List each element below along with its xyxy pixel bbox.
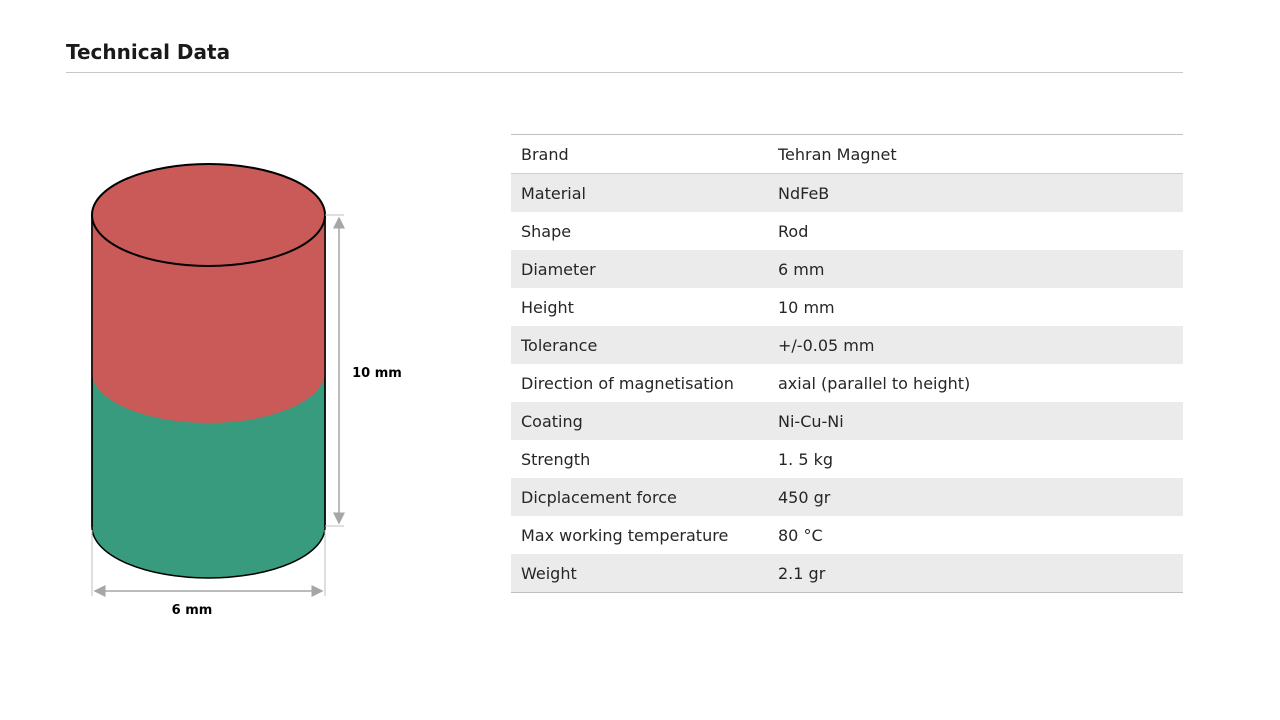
spec-row: Brand Tehran Magnet	[511, 135, 1183, 174]
spec-value: 10 mm	[778, 297, 835, 317]
spec-table: Brand Tehran Magnet Material NdFeB Shape Rod D…	[511, 134, 1183, 593]
spec-label: Tolerance	[521, 335, 598, 355]
spec-value: 6 mm	[778, 259, 825, 279]
spec-label: Diameter	[521, 259, 596, 279]
spec-value: axial (parallel to height)	[778, 373, 971, 393]
spec-label: Material	[521, 183, 586, 203]
spec-label: Brand	[521, 144, 569, 164]
spec-row: Strength 1. 5 kg	[511, 440, 1183, 478]
spec-value: 1. 5 kg	[778, 449, 834, 469]
red-pole	[92, 215, 325, 423]
spec-row: Height 10 mm	[511, 288, 1183, 326]
spec-label: Height	[521, 297, 574, 317]
title: Technical Data	[66, 40, 231, 64]
spec-value: Rod	[778, 221, 809, 241]
spec-row: Weight 2.1 gr	[511, 554, 1183, 593]
spec-label: Strength	[521, 449, 591, 469]
spec-row: Max working temperature 80 °C	[511, 516, 1183, 554]
spec-label: Direction of magnetisation	[521, 373, 734, 393]
spec-value: 2.1 gr	[778, 563, 826, 583]
width-label: 6 mm	[172, 603, 213, 618]
spec-row: Material NdFeB	[511, 173, 1183, 212]
divider	[66, 72, 1183, 73]
spec-row: Shape Rod	[511, 212, 1183, 250]
top-face	[91, 163, 326, 267]
spec-value: Ni-Cu-Ni	[778, 411, 844, 431]
spec-value: 80 °C	[778, 525, 823, 545]
height-label: 10 mm	[352, 366, 402, 381]
spec-row: Tolerance +/-0.05 mm	[511, 326, 1183, 364]
spec-value: Tehran Magnet	[778, 144, 897, 164]
spec-row: Direction of magnetisation axial (paralle…	[511, 364, 1183, 402]
spec-label: Coating	[521, 411, 583, 431]
spec-label: Shape	[521, 221, 572, 241]
spec-row: Diameter 6 mm	[511, 250, 1183, 288]
spec-value: NdFeB	[778, 183, 830, 203]
spec-label: Dicplacement force	[521, 487, 677, 507]
spec-label: Weight	[521, 563, 577, 583]
spec-row: Coating Ni-Cu-Ni	[511, 402, 1183, 440]
spec-value: +/-0.05 mm	[778, 335, 875, 355]
spec-label: Max working temperature	[521, 525, 729, 545]
cylinder-diagram: 10 mm 6 mm	[91, 163, 402, 618]
spec-value: 450 gr	[778, 487, 831, 507]
spec-row: Dicplacement force 450 gr	[511, 478, 1183, 516]
